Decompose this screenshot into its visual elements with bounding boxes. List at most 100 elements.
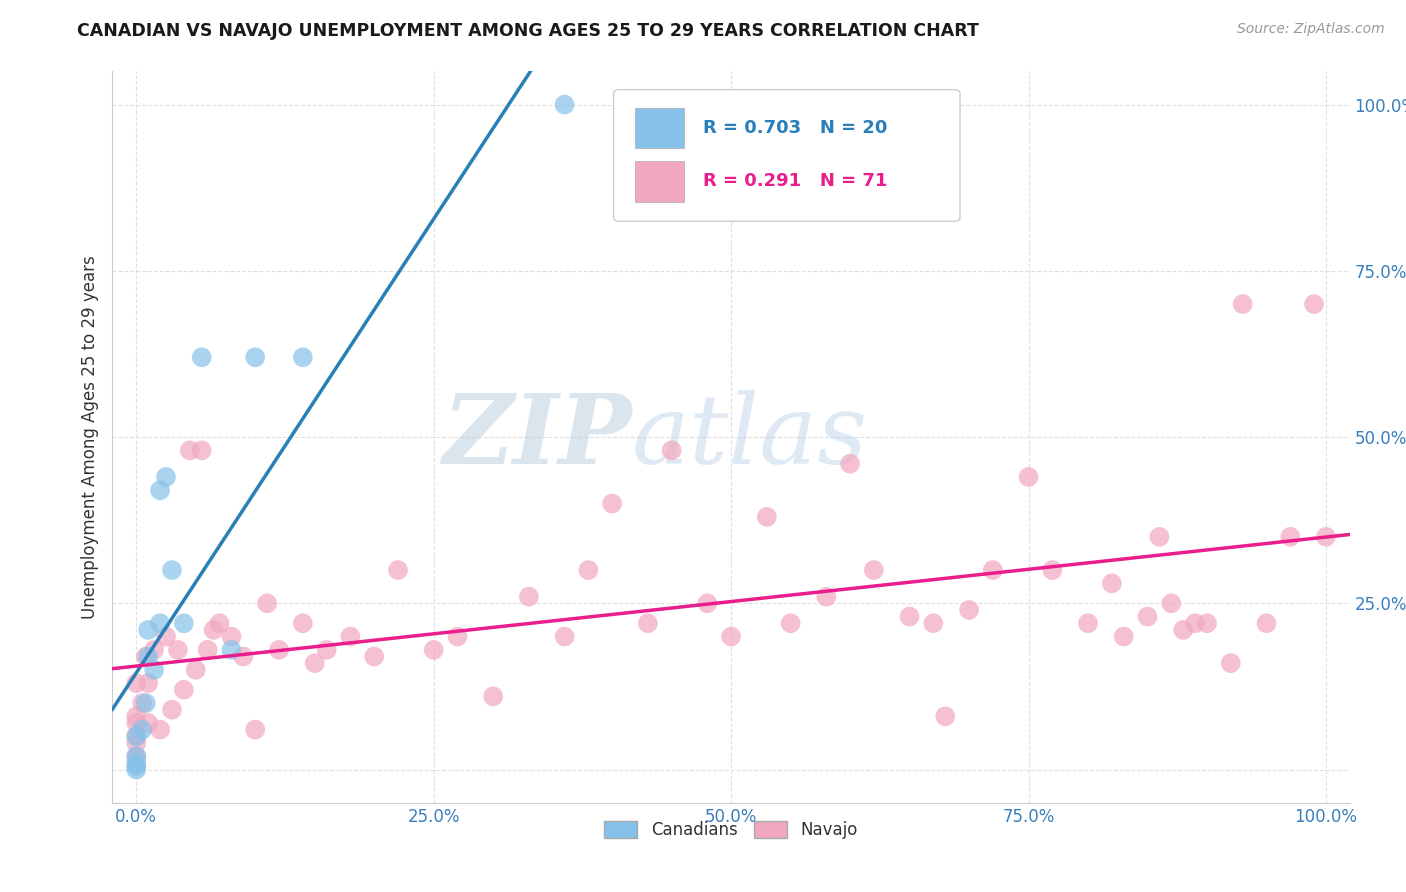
Point [696,596,718,610]
Point [1112,630,1135,644]
Point [221,630,243,644]
Text: R = 0.703   N = 20: R = 0.703 N = 20 [703,119,887,137]
Point [245,351,267,365]
Point [136,716,159,731]
Point [256,596,278,610]
Point [922,616,945,631]
Point [981,563,1004,577]
Point [125,729,148,743]
Point [155,630,177,644]
FancyBboxPatch shape [634,108,685,148]
Point [1040,563,1063,577]
Point [1077,616,1099,631]
Point [387,563,409,577]
Point [1173,623,1195,637]
Point [637,616,659,631]
Point [779,616,801,631]
Point [190,443,212,458]
Point [131,696,153,710]
Point [143,663,166,677]
Point [291,616,314,631]
Point [232,649,254,664]
Point [160,703,183,717]
Point [131,723,153,737]
Point [221,643,243,657]
Point [136,649,159,664]
Point [135,696,157,710]
Point [125,759,148,773]
Point [1184,616,1206,631]
Point [125,749,148,764]
Point [167,643,190,657]
Point [267,643,290,657]
Point [1232,297,1254,311]
Point [304,656,326,670]
Y-axis label: Unemployment Among Ages 25 to 29 years: Unemployment Among Ages 25 to 29 years [80,255,98,619]
Point [600,497,623,511]
Text: ZIP: ZIP [443,390,633,484]
Point [1256,616,1278,631]
Point [125,756,148,770]
Point [898,609,921,624]
Point [149,483,172,498]
Text: R = 0.291   N = 71: R = 0.291 N = 71 [703,172,887,190]
Point [1136,609,1159,624]
Point [517,590,540,604]
Point [554,630,576,644]
Point [363,649,385,664]
Point [576,563,599,577]
Point [339,630,361,644]
Point [934,709,956,723]
Point [839,457,862,471]
Point [815,590,838,604]
Point [173,682,195,697]
Point [135,649,157,664]
Point [1279,530,1302,544]
FancyBboxPatch shape [613,90,960,221]
Point [661,443,683,458]
Point [1219,656,1241,670]
Point [1315,530,1337,544]
Point [1160,596,1182,610]
Text: Source: ZipAtlas.com: Source: ZipAtlas.com [1237,22,1385,37]
Point [179,443,201,458]
Point [160,563,183,577]
Point [125,736,148,750]
Point [482,690,505,704]
Point [863,563,886,577]
Point [422,643,444,657]
Point [125,676,148,690]
Point [446,630,468,644]
Point [136,623,159,637]
Point [125,763,148,777]
Point [1149,530,1171,544]
Point [245,723,267,737]
Point [1101,576,1123,591]
Text: atlas: atlas [633,390,869,484]
Point [125,709,148,723]
Point [208,616,231,631]
Point [149,616,172,631]
Point [155,470,177,484]
Point [149,723,172,737]
Point [184,663,207,677]
Point [755,509,778,524]
Point [190,351,212,365]
FancyBboxPatch shape [634,161,685,202]
Point [136,676,159,690]
Point [720,630,742,644]
Point [202,623,225,637]
Point [1303,297,1326,311]
Point [125,716,148,731]
Point [1018,470,1040,484]
Legend: Canadians, Navajo: Canadians, Navajo [598,814,865,846]
Point [197,643,219,657]
Point [315,643,337,657]
Text: CANADIAN VS NAVAJO UNEMPLOYMENT AMONG AGES 25 TO 29 YEARS CORRELATION CHART: CANADIAN VS NAVAJO UNEMPLOYMENT AMONG AG… [77,22,979,40]
Point [957,603,980,617]
Point [125,729,148,743]
Point [554,97,576,112]
Point [1195,616,1218,631]
Point [291,351,314,365]
Point [125,749,148,764]
